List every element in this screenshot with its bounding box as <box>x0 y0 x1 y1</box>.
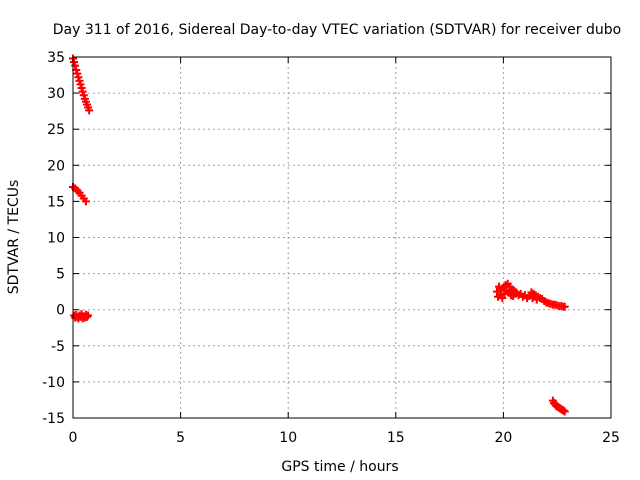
y-tick-label: 30 <box>47 86 65 102</box>
y-tick-label: 20 <box>47 158 65 174</box>
data-points <box>69 54 569 416</box>
data-point <box>82 312 91 321</box>
y-tick-label: 5 <box>56 267 65 283</box>
x-tick-label: 5 <box>176 430 185 446</box>
y-tick-label: -5 <box>51 339 65 355</box>
x-tick-label: 20 <box>494 430 512 446</box>
data-point <box>560 407 569 416</box>
data-point <box>85 106 94 115</box>
y-tick-label: 25 <box>47 122 65 138</box>
x-tick-label: 25 <box>602 430 620 446</box>
data-point <box>81 197 90 206</box>
x-tick-label: 0 <box>69 430 78 446</box>
data-point <box>560 302 569 311</box>
x-tick-label: 15 <box>387 430 405 446</box>
y-tick-label: 10 <box>47 231 65 247</box>
y-tick-label: -15 <box>42 411 65 427</box>
chart-title: Day 311 of 2016, Sidereal Day-to-day VTE… <box>53 22 621 38</box>
x-axis-label: GPS time / hours <box>281 459 398 475</box>
data-point <box>71 61 80 70</box>
data-point <box>498 294 507 303</box>
y-tick-label: 0 <box>56 303 65 319</box>
y-tick-label: -10 <box>42 375 65 391</box>
x-tick-label: 10 <box>279 430 297 446</box>
y-axis-label: SDTVAR / TECUs <box>6 180 22 295</box>
data-point <box>84 311 93 320</box>
ticks: 0 5 10 15 20 25 -15 -10 -5 0 5 10 15 20 25 30 35 <box>42 50 620 446</box>
y-tick-label: 15 <box>47 194 65 210</box>
y-tick-label: 35 <box>47 50 65 66</box>
grid <box>73 57 611 418</box>
